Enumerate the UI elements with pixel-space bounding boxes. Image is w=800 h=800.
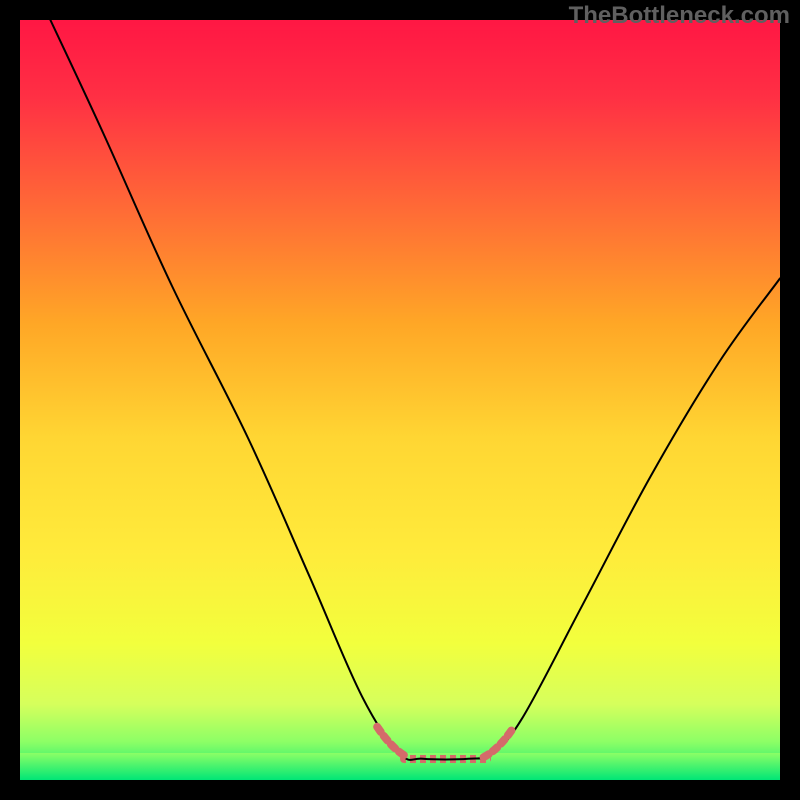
bottleneck-curve [20,20,780,780]
plot-area [20,20,780,780]
attribution-watermark: TheBottleneck.com [569,2,790,30]
chart-frame: { "canvas": { "width": 800, "height": 80… [0,0,800,800]
attribution-text: TheBottleneck.com [569,2,790,29]
